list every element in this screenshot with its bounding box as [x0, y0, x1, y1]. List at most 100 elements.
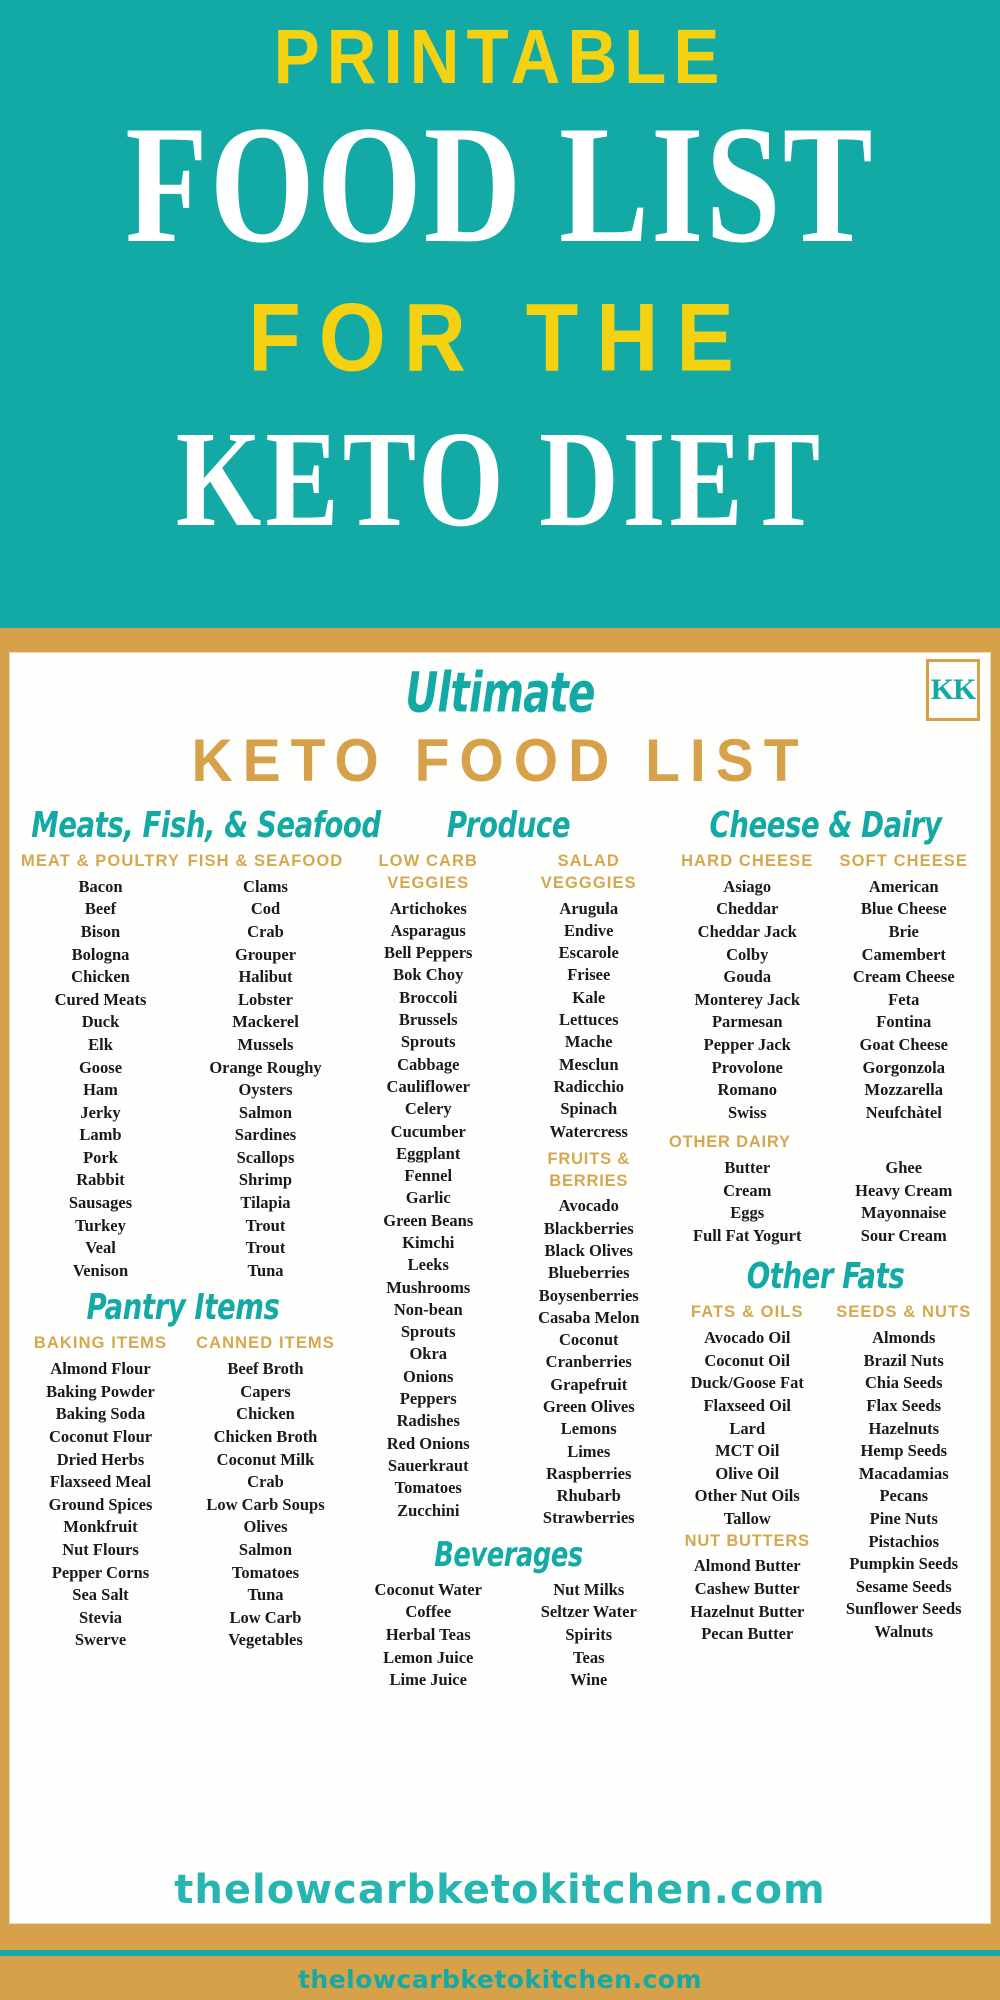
list-item: Heavy Cream [855, 1180, 953, 1200]
list-item: Eggplant [396, 1143, 461, 1163]
hero-eyebrow: PRINTABLE [273, 13, 727, 100]
list-item: Coffee [405, 1602, 452, 1622]
card-script-title: Ultimate [405, 660, 595, 726]
list-item: Crab [247, 921, 284, 941]
list-item: Broccoli [399, 987, 458, 1007]
list-item: Tuna [247, 1260, 284, 1280]
list-item: Grapefruit [550, 1374, 628, 1394]
list-soft-cheese: American Blue Cheese Brie Camembert Cream Ch… [826, 876, 983, 1125]
list-item: Brie [888, 921, 919, 941]
list-item: Blackberries [543, 1218, 634, 1238]
list-item: Sour Cream [860, 1225, 947, 1245]
list-item: Coconut Flour [48, 1427, 153, 1446]
list-item: Raspberries [546, 1463, 632, 1483]
list-item: Swiss [727, 1102, 767, 1122]
list-item: Cod [250, 899, 281, 919]
footer-gold-band: thelowcarbketokitchen.com [0, 1956, 1000, 2000]
list-item: Baking Powder [46, 1381, 155, 1401]
list-item: Provolone [711, 1057, 783, 1077]
list-item: Tilapia [240, 1193, 291, 1213]
list-hard-cheese: Asiago Cheddar Cheddar Jack Colby Gouda Monte… [669, 876, 826, 1125]
list-item: Lard [729, 1418, 766, 1438]
hero-title-keto-diet: KETO DIET [175, 402, 825, 555]
list-item: Dried Herbs [56, 1449, 145, 1469]
list-item: Eggs [730, 1203, 765, 1223]
list-item: Cured Meats [54, 989, 147, 1009]
list-item: Neufchàtel [865, 1102, 942, 1122]
list-item: Cheddar [716, 899, 779, 919]
list-item: Crab [247, 1472, 284, 1492]
list-item: Pepper Corns [51, 1562, 150, 1582]
category-label-nut-butters: NUT BUTTERS [684, 1531, 810, 1550]
category-label-seeds-nuts: SEEDS & NUTS [836, 1303, 972, 1322]
list-item: Seltzer Water [540, 1602, 637, 1622]
list-item: Garlic [405, 1188, 451, 1208]
list-item: Camembert [861, 944, 946, 964]
list-item: Blue Cheese [860, 899, 947, 919]
list-item: Gouda [723, 967, 772, 987]
gold-divider-band [0, 628, 1000, 652]
group-other-dairy-right: Ghee Heavy Cream Mayonnaise Sour Cream [826, 1157, 983, 1247]
list-item: Full Fat Yogurt [693, 1225, 802, 1245]
list-item: Brazil Nuts [863, 1350, 944, 1370]
list-item: Ground Spices [48, 1494, 153, 1514]
list-item: Herbal Teas [385, 1624, 471, 1644]
list-item: Artichokes [389, 898, 467, 918]
list-item: Salmon [238, 1102, 293, 1122]
list-item: Pepper Jack [703, 1034, 791, 1054]
list-item: Jerky [80, 1102, 121, 1122]
list-item: Capers [240, 1381, 291, 1401]
list-item: Black Olives [544, 1240, 633, 1260]
category-label-canned-items: CANNED ITEMS [196, 1334, 335, 1353]
list-item: Sprouts [400, 1322, 456, 1342]
list-item: Duck/Goose Fat [690, 1373, 804, 1393]
list-meat-poultry: Bacon Beef Bison Bologna Chicken Cured Meats D… [18, 876, 183, 1283]
list-item: Almonds [872, 1328, 936, 1348]
list-item: Swerve [74, 1630, 127, 1650]
food-categories-grid: Meats, Fish, & Seafood MEAT & POULTRY Ba… [10, 794, 990, 1692]
list-item: Lime Juice [389, 1670, 467, 1690]
list-item: Feta [888, 989, 920, 1009]
list-item: Lettuces [558, 1010, 619, 1030]
list-item: Red Onions [386, 1433, 470, 1453]
group-salad-veggies: SALAD VEGGGIES Arugula Endive Escarole Fris… [509, 851, 670, 1530]
list-item: Baking Soda [55, 1404, 146, 1424]
list-item: Monterey Jack [694, 989, 801, 1009]
list-item: MCT Oil [715, 1441, 780, 1461]
list-canned-items: Beef Broth Capers Chicken Chicken Broth Coco… [183, 1358, 348, 1652]
list-other-dairy-left: Butter Cream Eggs Full Fat Yogurt [669, 1157, 826, 1247]
list-item: Oysters [238, 1080, 293, 1100]
hero-subtitle-for-the: FOR THE [248, 284, 752, 392]
list-item: Spinach [560, 1099, 618, 1119]
list-item: Celery [404, 1099, 452, 1119]
section-heading-beverages: Beverages [434, 1534, 583, 1575]
list-item: Pumpkin Seeds [849, 1554, 959, 1574]
category-label-low-carb-veggies: LOW CARB VEGGIES [378, 852, 479, 892]
list-item: Lamb [79, 1125, 122, 1145]
list-item: Clams [243, 876, 288, 896]
category-label-fruits-berries: FRUITS & BERRIES [547, 1149, 630, 1190]
watermark-main: thelowcarbketokitchen.com [174, 1867, 826, 1913]
list-item: Bok Choy [393, 965, 464, 985]
list-item: Teas [573, 1647, 605, 1667]
list-item: Stevia [78, 1607, 123, 1627]
list-item: Non-bean [393, 1299, 463, 1319]
group-fish-seafood: FISH & SEAFOOD Clams Cod Crab Grouper Halibu… [183, 851, 348, 1282]
list-item: Flaxseed Oil [703, 1395, 792, 1415]
list-item: Peppers [399, 1389, 457, 1409]
section-heading-pantry: Pantry Items [86, 1286, 280, 1329]
list-item: Hazelnuts [868, 1418, 940, 1438]
list-item: Veal [85, 1238, 116, 1258]
list-item: Coconut Oil [704, 1350, 791, 1370]
list-item: Scallops [236, 1147, 295, 1167]
list-item: Turkey [75, 1215, 126, 1235]
list-fish-seafood: Clams Cod Crab Grouper Halibut Lobster Mackere… [183, 876, 348, 1283]
list-item: Arugula [559, 898, 619, 918]
list-item: Olives [243, 1517, 288, 1537]
group-other-dairy-left: Butter Cream Eggs Full Fat Yogurt [669, 1157, 826, 1247]
list-item: Cashew Butter [694, 1578, 800, 1598]
group-low-carb-veggies: LOW CARB VEGGIES Artichokes Asparagus Bell… [348, 851, 509, 1530]
list-other-dairy-right: Ghee Heavy Cream Mayonnaise Sour Cream [826, 1157, 983, 1247]
column-dairy-fats: Cheese & Dairy HARD CHEESE Asiago Cheddar… [669, 805, 983, 1692]
list-beverages-right: Nut Milks Seltzer Water Spirits Teas Wine [509, 1579, 670, 1692]
